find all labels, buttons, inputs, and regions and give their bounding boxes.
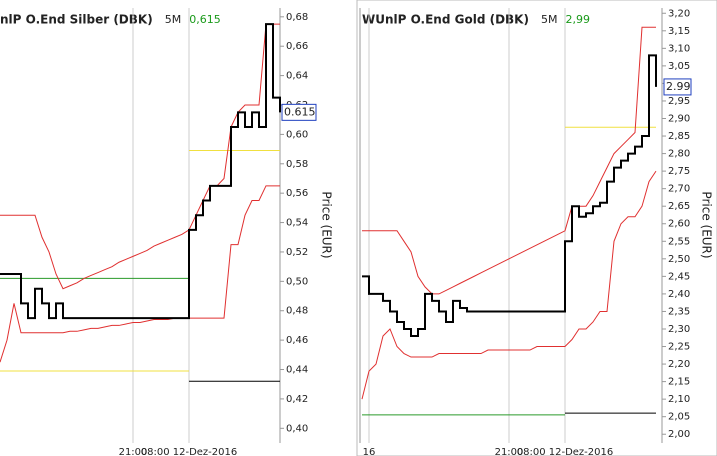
y-tick-label: 2,65	[668, 201, 690, 212]
y-tick-label: 2,55	[668, 236, 690, 247]
y-tick-label: 0,60	[286, 129, 308, 140]
y-tick-label: 0,64	[286, 71, 308, 82]
last-value-label: 2.99	[666, 80, 691, 93]
y-tick-label: 2,30	[668, 324, 690, 335]
y-tick-label: 0,50	[286, 276, 308, 287]
y-tick-label: 2,10	[668, 394, 690, 405]
y-tick-label: 3,15	[668, 26, 690, 37]
x-tick-label: 21:00	[119, 447, 148, 456]
y-tick-label: 0,66	[286, 41, 308, 52]
y-tick-label: 0,44	[286, 365, 308, 376]
indicator-line	[362, 26, 656, 295]
y-tick-label: 2,25	[668, 342, 690, 353]
y-tick-label: 0,48	[286, 306, 308, 317]
last-price: 2,99	[565, 13, 590, 26]
y-tick-label: 2,05	[668, 412, 690, 423]
y-tick-label: 0,68	[286, 12, 308, 23]
y-tick-label: 2,90	[668, 114, 690, 125]
y-tick-label: 2,85	[668, 131, 690, 142]
y-tick-label: 2,40	[668, 289, 690, 300]
period: 5M	[541, 13, 558, 26]
indicator-line	[0, 23, 280, 290]
last-price: 0,615	[189, 13, 221, 26]
y-tick-label: 0,58	[286, 159, 308, 170]
y-tick-label: 2,45	[668, 271, 690, 282]
y-tick-label: 3,05	[668, 61, 690, 72]
indicator-line	[361, 170, 657, 400]
y-tick-label: 0,42	[286, 394, 308, 405]
x-tick-label: 08:00 12-Dez-2016	[141, 447, 238, 456]
y-tick-label: 3,10	[668, 43, 690, 54]
y-tick-label: 2,50	[668, 254, 690, 265]
y-tick-label: 0,56	[286, 188, 308, 199]
price-line	[0, 23, 281, 320]
y-tick-label: 0,46	[286, 335, 308, 346]
chart-title: WUnlP O.End Gold (DBK)	[362, 13, 529, 27]
y-tick-label: 2,95	[668, 96, 690, 107]
y-tick-label: 2,20	[668, 359, 690, 370]
y-tick-label: 2,15	[668, 377, 690, 388]
x-tick-label: 21:00	[495, 447, 524, 456]
x-tick-label: 08:00 12-Dez-2016	[517, 447, 614, 456]
x-tick-label: 16	[363, 447, 376, 456]
y-tick-label: 0,40	[286, 423, 308, 434]
y-tick-label: 2,75	[668, 166, 690, 177]
indicator-line	[0, 185, 280, 363]
last-value-label: 0.615	[284, 105, 316, 118]
y-tick-label: 2,00	[668, 429, 690, 440]
last-value-box	[281, 103, 317, 121]
y-tick-label: 2,70	[668, 184, 690, 195]
price-line	[362, 54, 657, 338]
y-axis-label: Price (EUR)	[700, 191, 714, 258]
last-value-box	[663, 78, 692, 96]
y-tick-label: 2,60	[668, 219, 690, 230]
y-tick-label: 3,20	[668, 8, 690, 19]
y-tick-label: 0,52	[286, 247, 308, 258]
period: 5M	[165, 13, 182, 26]
chart-title: nlP O.End Silber (DBK)	[0, 13, 153, 27]
y-tick-label: 0,54	[286, 218, 308, 229]
y-axis-label: Price (EUR)	[320, 191, 334, 258]
y-tick-label: 2,35	[668, 306, 690, 317]
y-tick-label: 2,80	[668, 149, 690, 160]
right-panel	[356, 0, 717, 456]
